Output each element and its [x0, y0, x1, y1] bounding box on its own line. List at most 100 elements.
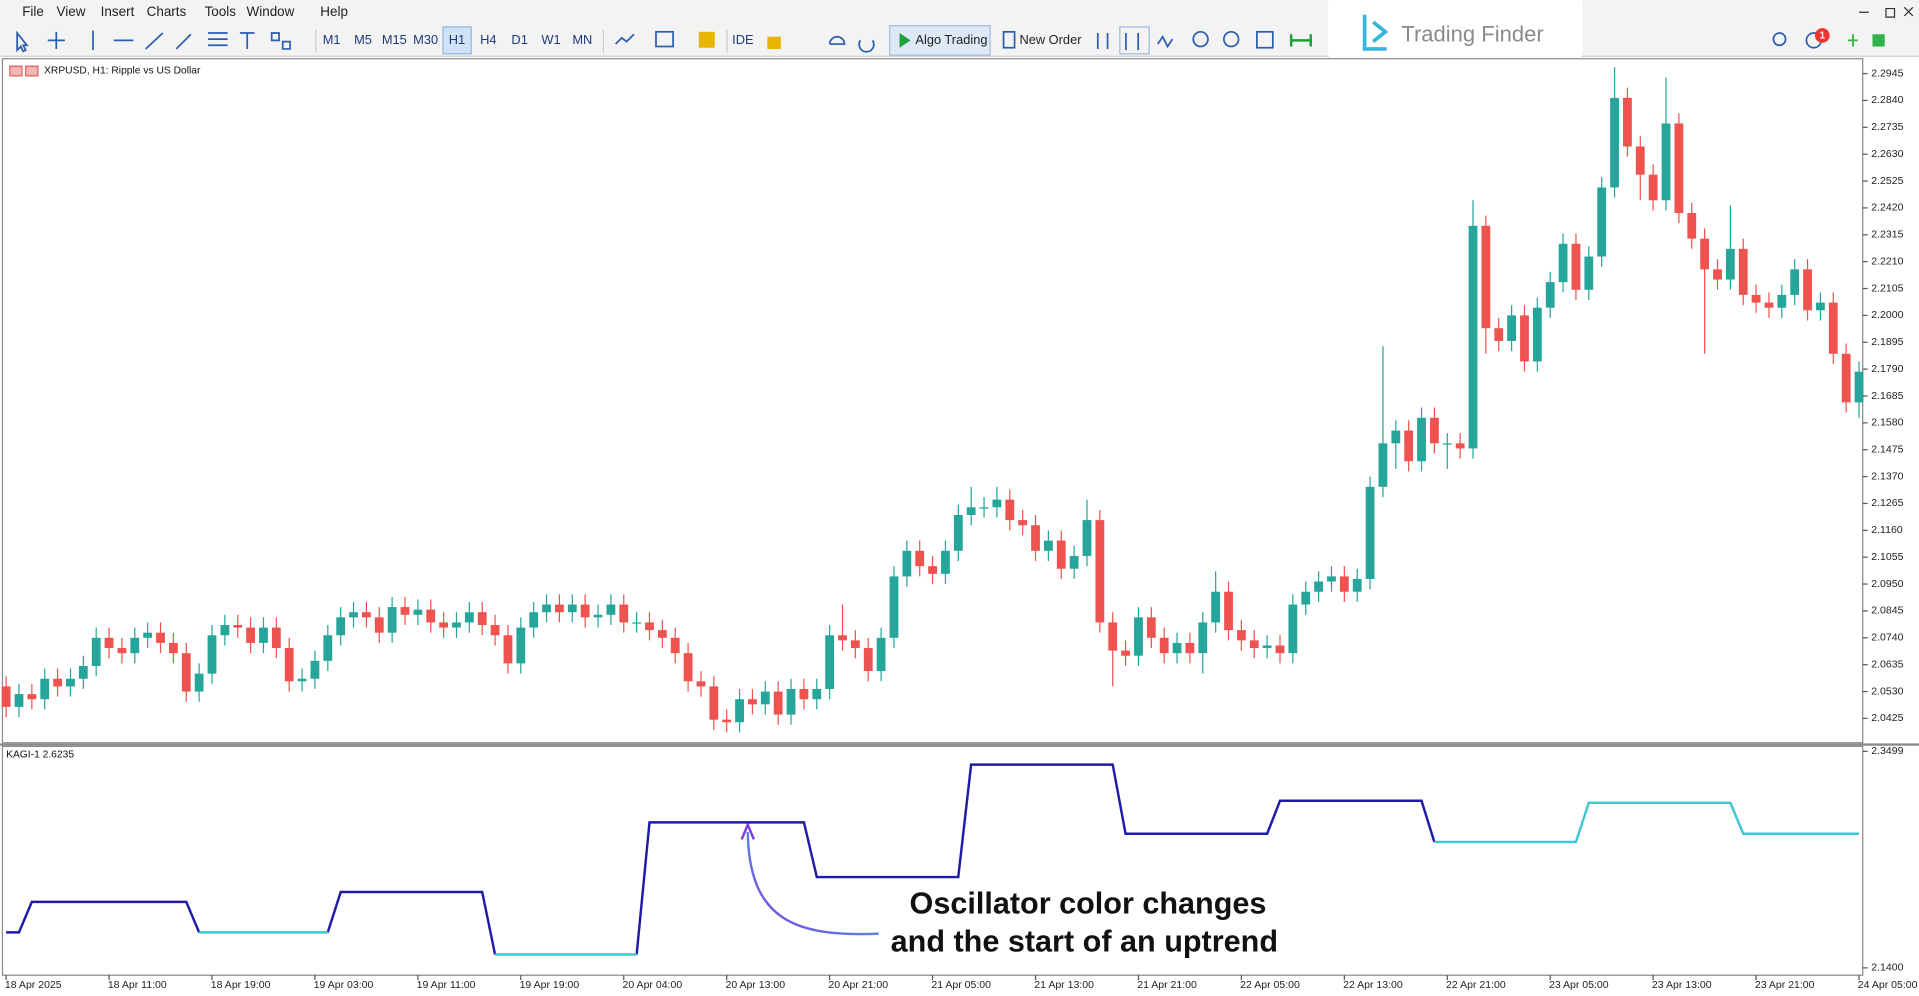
x-tick-label: 21 Apr 05:00 — [931, 979, 991, 991]
indicator-title: KAGI-1 2.6235 — [6, 750, 74, 761]
candle-body — [1134, 617, 1143, 656]
candle-body — [104, 637, 114, 649]
x-tick-label: 24 Apr 05:00 — [1858, 979, 1918, 991]
candle-body — [876, 637, 886, 672]
candle-body — [1468, 225, 1478, 449]
annotation: Oscillator color changes — [910, 887, 1267, 921]
kagi-line — [326, 890, 497, 955]
candle-body — [1738, 248, 1748, 295]
x-tick-label: 19 Apr 19:00 — [520, 979, 580, 991]
candle-body — [40, 678, 50, 700]
menu-item[interactable]: File — [22, 4, 44, 19]
candle-body — [1520, 315, 1529, 362]
algo-trading-button[interactable]: Algo Trading — [915, 32, 987, 47]
menu-item[interactable]: Tools — [205, 4, 237, 19]
y-tick-label: 2.0425 — [1871, 712, 1903, 724]
candle-body — [966, 507, 976, 515]
y-tick-label: 2.0530 — [1871, 685, 1903, 697]
menu-item[interactable]: Help — [320, 4, 348, 19]
timeframe-button[interactable]: H1 — [449, 32, 465, 47]
candle-body — [246, 627, 256, 643]
candle-body — [387, 607, 397, 633]
candle-body — [1481, 225, 1491, 329]
candle-body — [1674, 123, 1684, 214]
candle-body — [503, 635, 513, 664]
annotation-arrowhead — [740, 821, 756, 840]
candle-body — [233, 625, 243, 628]
candle-body — [1108, 622, 1118, 651]
candle-body — [915, 550, 925, 567]
candle-body — [529, 612, 539, 628]
candle-body — [1725, 248, 1735, 280]
notification-count: 1 — [1820, 31, 1826, 42]
candle-body — [657, 630, 667, 638]
y-tick-label: 2.2630 — [1871, 148, 1903, 160]
candle-body — [542, 604, 551, 613]
candle-body — [1571, 243, 1581, 290]
candle-body — [1043, 540, 1053, 551]
candle-body — [1584, 256, 1594, 290]
candle-body — [194, 673, 204, 692]
candle-body — [1018, 520, 1028, 526]
candle-body — [580, 604, 590, 618]
candle-body — [362, 612, 371, 618]
candle-body — [91, 637, 101, 666]
candle-body — [1, 686, 11, 707]
candle-body — [1211, 591, 1221, 623]
candle-body — [1288, 604, 1298, 654]
candle-body — [181, 653, 191, 692]
candle-body — [349, 612, 358, 618]
candle-body — [1803, 269, 1812, 311]
y-tick-label: 2.0845 — [1871, 605, 1903, 617]
candle-body — [619, 604, 629, 623]
ide-button[interactable]: IDE — [732, 32, 753, 47]
candle-body — [593, 614, 603, 618]
menu-item[interactable]: Window — [247, 4, 295, 19]
timeframe-button[interactable]: M5 — [354, 32, 372, 47]
x-tick-label: 21 Apr 21:00 — [1137, 979, 1197, 991]
timeframe-button[interactable]: M15 — [382, 32, 407, 47]
candle-body — [953, 514, 963, 551]
timeframe-button[interactable]: M1 — [323, 32, 341, 47]
y-tick-label: 2.2000 — [1871, 309, 1903, 321]
y-tick-label: 2.1790 — [1871, 363, 1903, 375]
candle-body — [284, 648, 294, 682]
candle-body — [439, 622, 449, 628]
candle-body — [130, 637, 140, 654]
main-chart-frame — [1, 58, 1864, 744]
candle-body — [979, 507, 989, 509]
candle-body — [66, 678, 75, 687]
timeframe-button[interactable]: H4 — [480, 32, 496, 47]
menu-item[interactable]: Charts — [147, 4, 187, 19]
y-tick-label: 2.1895 — [1871, 336, 1903, 348]
candle-body — [336, 617, 346, 636]
candle-body — [1841, 353, 1851, 403]
annotation-arrow — [746, 832, 879, 936]
y-tick-label: 2.1475 — [1871, 444, 1903, 456]
timeframe-button[interactable]: M30 — [413, 32, 438, 47]
candle-body — [1455, 443, 1465, 449]
candle-body — [555, 604, 564, 613]
logo: Trading Finder — [1327, 0, 1583, 64]
candle-body — [259, 627, 268, 643]
x-tick-label: 22 Apr 13:00 — [1343, 979, 1403, 991]
y-tick-label: 2.1055 — [1871, 551, 1903, 563]
menu-item[interactable]: Insert — [101, 4, 135, 19]
candle-body — [1159, 637, 1169, 654]
y-tick-label: 2.0950 — [1871, 578, 1903, 590]
timeframe-button[interactable]: W1 — [541, 32, 560, 47]
timeframe-button[interactable]: MN — [572, 32, 592, 47]
candle-body — [709, 686, 719, 720]
x-tick-label: 23 Apr 13:00 — [1652, 979, 1712, 991]
candle-body — [117, 648, 127, 654]
candle-body — [1790, 269, 1800, 295]
candle-body — [1417, 417, 1426, 462]
x-tick-label: 19 Apr 11:00 — [417, 979, 476, 991]
candle-body — [1082, 520, 1092, 556]
menu-item[interactable]: View — [57, 4, 86, 19]
candle-body — [14, 694, 24, 707]
timeframe-button[interactable]: D1 — [511, 32, 527, 47]
new-order-button[interactable]: New Order — [1019, 32, 1082, 47]
